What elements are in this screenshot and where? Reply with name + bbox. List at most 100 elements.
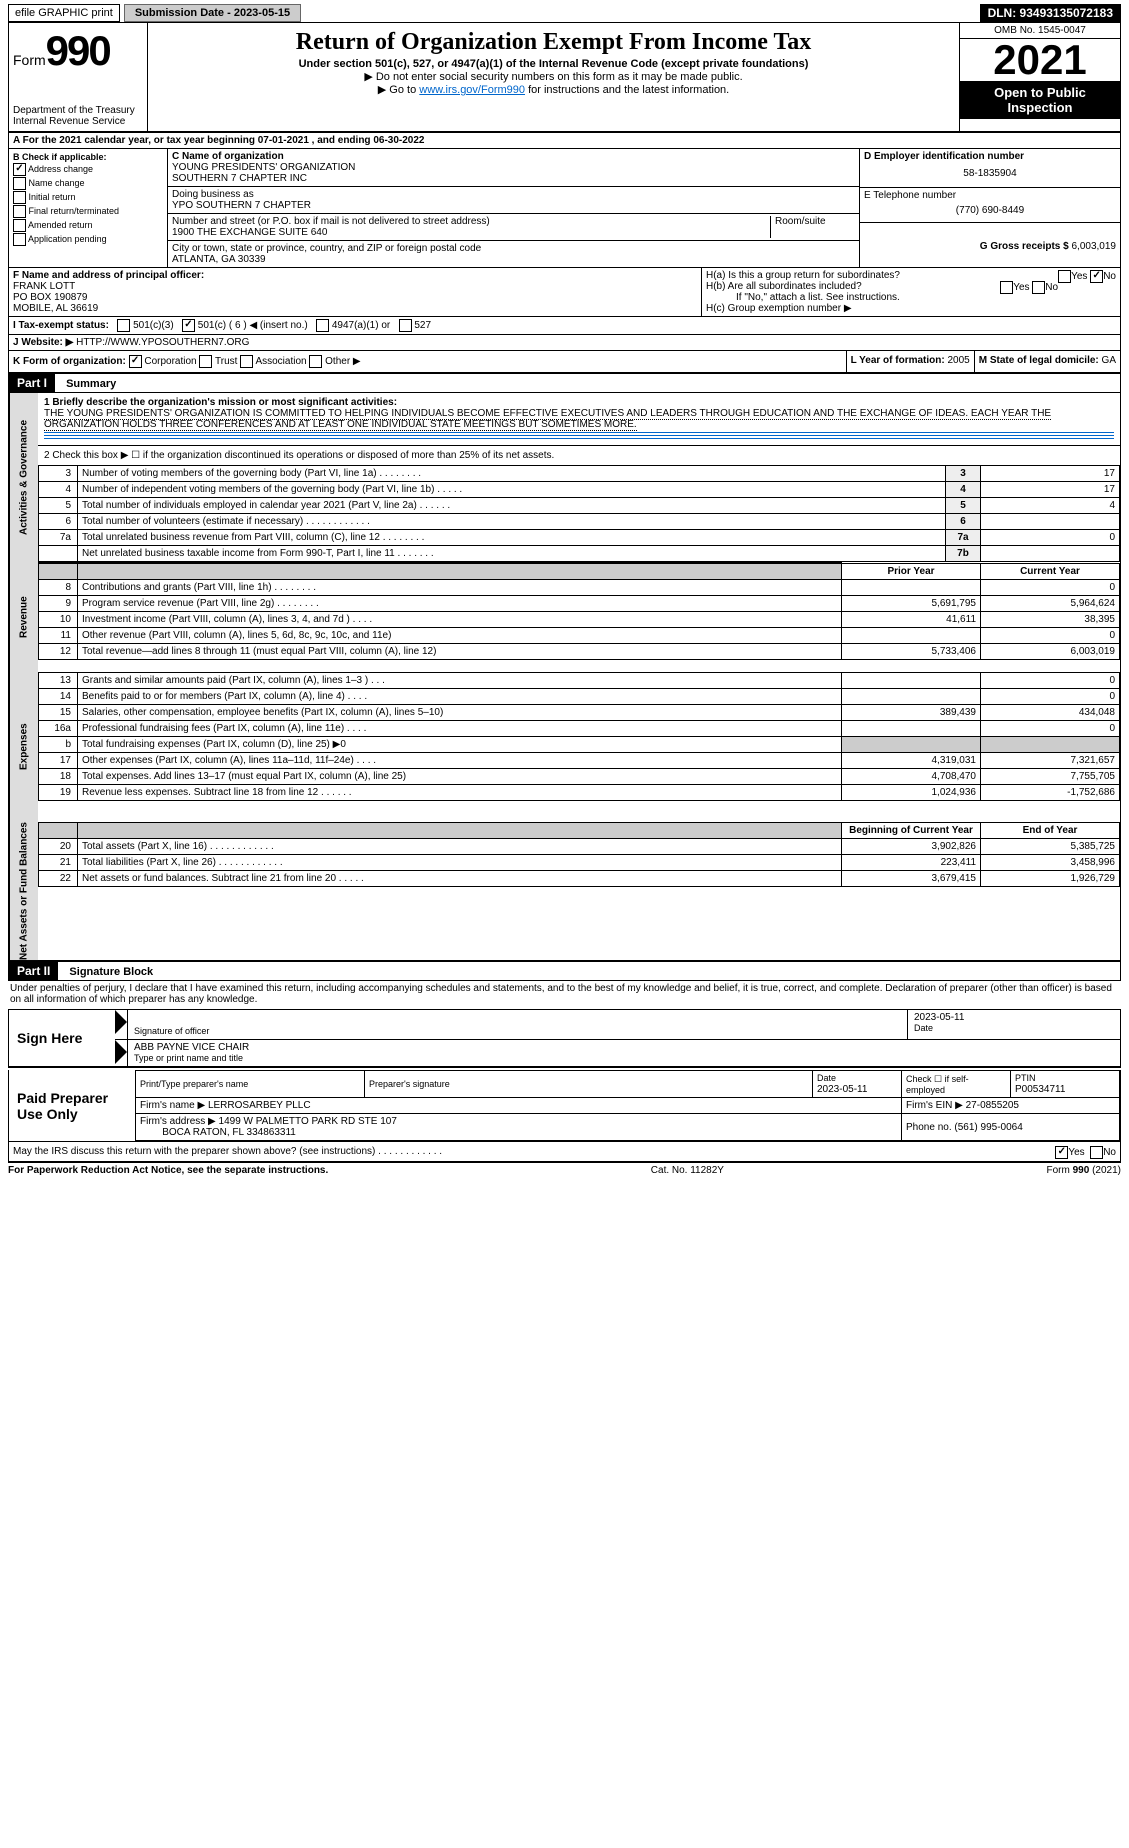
prep-date: 2023-05-11 <box>817 1084 867 1095</box>
i-cb-3[interactable] <box>399 319 412 332</box>
gross-value: 6,003,019 <box>1072 241 1117 252</box>
org-name-2: SOUTHERN 7 CHAPTER INC <box>172 173 855 184</box>
form-prefix: Form <box>13 52 46 68</box>
part1-title: Summary <box>58 378 116 390</box>
table-row: 6Total number of volunteers (estimate if… <box>39 514 1120 530</box>
col-c: C Name of organization YOUNG PRESIDENTS'… <box>168 149 859 267</box>
part1-exp: Expenses 13Grants and similar amounts pa… <box>8 672 1121 822</box>
col-b-title: B Check if applicable: <box>13 152 163 162</box>
form-subtitle: Under section 501(c), 527, or 4947(a)(1)… <box>152 58 955 70</box>
i-opt-2: 4947(a)(1) or <box>332 320 390 331</box>
j-label: J Website: ▶ <box>13 337 73 348</box>
col-d: D Employer identification number 58-1835… <box>859 149 1120 267</box>
table-gov: 3Number of voting members of the governi… <box>38 465 1120 562</box>
ha-yes-cb[interactable] <box>1058 270 1071 283</box>
hb-no: No <box>1045 282 1058 293</box>
table-row: 10Investment income (Part VIII, column (… <box>39 611 1120 627</box>
cb-label-3: Final return/terminated <box>29 206 120 216</box>
k-cb-0[interactable] <box>129 355 142 368</box>
line-j: J Website: ▶ HTTP://WWW.YPOSOUTHERN7.ORG <box>8 335 1121 351</box>
i-cb-1[interactable] <box>182 319 195 332</box>
table-row: 15Salaries, other compensation, employee… <box>39 705 1120 721</box>
table-rev: Prior YearCurrent Year8Contributions and… <box>38 562 1120 660</box>
footer-year: 2021 <box>1095 1165 1117 1176</box>
l-label: L Year of formation: <box>851 355 945 366</box>
firm-addr2: BOCA RATON, FL 334863311 <box>162 1127 296 1138</box>
k-cb-1[interactable] <box>199 355 212 368</box>
table-exp: 13Grants and similar amounts paid (Part … <box>38 672 1120 801</box>
org-name-1: YOUNG PRESIDENTS' ORGANIZATION <box>172 162 855 173</box>
cb-label-5: Application pending <box>28 234 107 244</box>
k-cb-2[interactable] <box>240 355 253 368</box>
i-cb-0[interactable] <box>117 319 130 332</box>
tax-year: 2021 <box>960 39 1120 81</box>
discuss-no: No <box>1103 1147 1116 1158</box>
table-row: 19Revenue less expenses. Subtract line 1… <box>39 785 1120 801</box>
table-net: Beginning of Current YearEnd of Year20To… <box>38 822 1120 887</box>
ein-label: D Employer identification number <box>864 151 1116 162</box>
discuss-no-cb[interactable] <box>1090 1146 1103 1159</box>
line-klm: K Form of organization: Corporation Trus… <box>8 351 1121 374</box>
cb-initial[interactable] <box>13 191 26 204</box>
k-cb-3[interactable] <box>309 355 322 368</box>
k-opt-2: Association <box>255 356 306 367</box>
table-row: 8Contributions and grants (Part VIII, li… <box>39 579 1120 595</box>
q1-text: THE YOUNG PRESIDENTS' ORGANIZATION IS CO… <box>44 408 1051 431</box>
side-net: Net Assets or Fund Balances <box>9 822 38 960</box>
table-row: 17Other expenses (Part IX, column (A), l… <box>39 753 1120 769</box>
part1-gov: Activities & Governance 1 Briefly descri… <box>8 393 1121 562</box>
prep-col-3: Check ☐ if self-employed <box>902 1071 1011 1098</box>
i-opt-3: 527 <box>414 320 431 331</box>
ptin: P00534711 <box>1015 1084 1065 1095</box>
no-ssn-note: ▶ Do not enter social security numbers o… <box>152 70 955 83</box>
irs-label: Internal Revenue Service <box>13 116 143 127</box>
firm-name: LERROSARBEY PLLC <box>208 1100 311 1111</box>
ha-no-cb[interactable] <box>1090 270 1103 283</box>
footer-form-num: 990 <box>1073 1165 1090 1176</box>
officer-name: FRANK LOTT <box>13 281 697 292</box>
table-row: 11Other revenue (Part VIII, column (A), … <box>39 627 1120 643</box>
street-label: Number and street (or P.O. box if mail i… <box>172 216 770 227</box>
irs-link[interactable]: www.irs.gov/Form990 <box>419 84 525 96</box>
tel-label: E Telephone number <box>864 190 1116 201</box>
city-label: City or town, state or province, country… <box>172 243 855 254</box>
ha-no: No <box>1103 271 1116 282</box>
i-opt-0: 501(c)(3) <box>133 320 174 331</box>
footer-left: For Paperwork Reduction Act Notice, see … <box>8 1165 328 1176</box>
cb-amended[interactable] <box>13 219 26 232</box>
firm-addr1: 1499 W PALMETTO PARK RD STE 107 <box>219 1116 397 1127</box>
goto-post: for instructions and the latest informat… <box>525 84 729 96</box>
open-public-badge: Open to Public Inspection <box>960 81 1120 119</box>
firm-ein-label: Firm's EIN ▶ <box>906 1100 963 1111</box>
form-header: Form990 Department of the Treasury Inter… <box>8 22 1121 133</box>
hb-yes-cb[interactable] <box>1000 281 1013 294</box>
side-gov: Activities & Governance <box>9 393 38 562</box>
dba-value: YPO SOUTHERN 7 CHAPTER <box>172 200 855 211</box>
i-cb-2[interactable] <box>316 319 329 332</box>
cb-label-2: Initial return <box>29 192 76 202</box>
k-opt-1: Trust <box>215 356 237 367</box>
hb-label: H(b) Are all subordinates included? <box>706 281 862 292</box>
cb-name-change[interactable] <box>13 177 26 190</box>
m-label: M State of legal domicile: <box>979 355 1099 366</box>
discuss-row: May the IRS discuss this return with the… <box>8 1142 1121 1162</box>
table-row: 7aTotal unrelated business revenue from … <box>39 530 1120 546</box>
officer-printed: ABB PAYNE VICE CHAIR <box>134 1042 1114 1053</box>
declaration: Under penalties of perjury, I declare th… <box>8 981 1121 1007</box>
discuss-yes-cb[interactable] <box>1055 1146 1068 1159</box>
firm-addr-label: Firm's address ▶ <box>140 1116 216 1127</box>
cb-address-change[interactable] <box>13 163 26 176</box>
l-value: 2005 <box>947 355 969 366</box>
firm-ein: 27-0855205 <box>966 1100 1019 1111</box>
part1-header: Part I <box>9 374 55 392</box>
side-exp: Expenses <box>9 672 38 822</box>
tel-value: (770) 690-8449 <box>864 201 1116 220</box>
table-row: 5Total number of individuals employed in… <box>39 498 1120 514</box>
table-row: bTotal fundraising expenses (Part IX, co… <box>39 737 1120 753</box>
street-value: 1900 THE EXCHANGE SUITE 640 <box>172 227 770 238</box>
cb-application[interactable] <box>13 233 26 246</box>
city-value: ATLANTA, GA 30339 <box>172 254 855 265</box>
submission-date-button[interactable]: Submission Date - 2023-05-15 <box>124 4 301 22</box>
cb-final[interactable] <box>13 205 26 218</box>
hb-no-cb[interactable] <box>1032 281 1045 294</box>
